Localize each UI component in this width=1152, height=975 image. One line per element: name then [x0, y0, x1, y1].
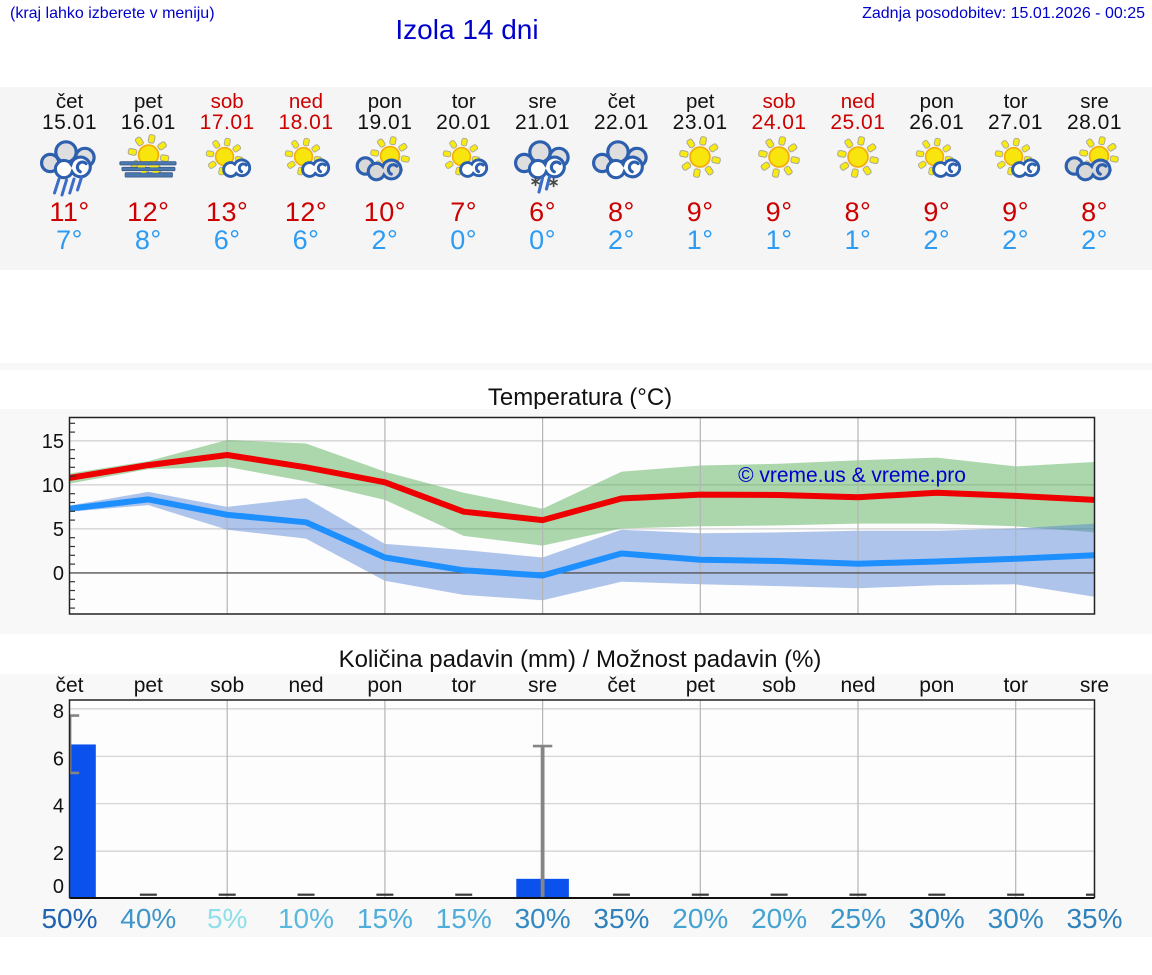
svg-text:sre: sre [1080, 674, 1109, 697]
svg-text:tor: tor [1003, 674, 1028, 697]
svg-text:8: 8 [53, 701, 64, 723]
svg-text:15%: 15% [357, 903, 413, 934]
svg-text:30%: 30% [515, 903, 571, 934]
svg-text:20%: 20% [751, 903, 807, 934]
svg-text:10%: 10% [278, 903, 334, 934]
svg-text:© vreme.us & vreme.pro: © vreme.us & vreme.pro [738, 464, 966, 487]
svg-text:0: 0 [53, 876, 64, 898]
svg-text:sob: sob [210, 674, 244, 697]
svg-text:pon: pon [367, 674, 402, 697]
svg-text:50%: 50% [41, 903, 97, 934]
svg-text:pet: pet [686, 674, 715, 697]
svg-text:6: 6 [53, 748, 64, 770]
svg-text:30%: 30% [988, 903, 1044, 934]
svg-text:0: 0 [53, 563, 64, 585]
svg-text:5%: 5% [207, 903, 247, 934]
svg-text:ned: ned [840, 674, 875, 697]
svg-text:ned: ned [288, 674, 323, 697]
svg-text:40%: 40% [120, 903, 176, 934]
svg-text:4: 4 [53, 796, 64, 818]
svg-text:čet: čet [55, 674, 83, 697]
svg-text:2: 2 [53, 843, 64, 865]
svg-text:tor: tor [451, 674, 476, 697]
svg-text:15: 15 [42, 431, 64, 453]
svg-text:30%: 30% [909, 903, 965, 934]
svg-text:20%: 20% [672, 903, 728, 934]
svg-text:15%: 15% [436, 903, 492, 934]
svg-text:sob: sob [762, 674, 796, 697]
svg-text:pon: pon [919, 674, 954, 697]
svg-text:35%: 35% [1066, 903, 1122, 934]
svg-text:pet: pet [134, 674, 163, 697]
svg-text:10: 10 [42, 475, 64, 497]
svg-text:35%: 35% [593, 903, 649, 934]
svg-text:čet: čet [607, 674, 635, 697]
svg-text:25%: 25% [830, 903, 886, 934]
svg-text:sre: sre [528, 674, 557, 697]
svg-text:5: 5 [53, 519, 64, 541]
